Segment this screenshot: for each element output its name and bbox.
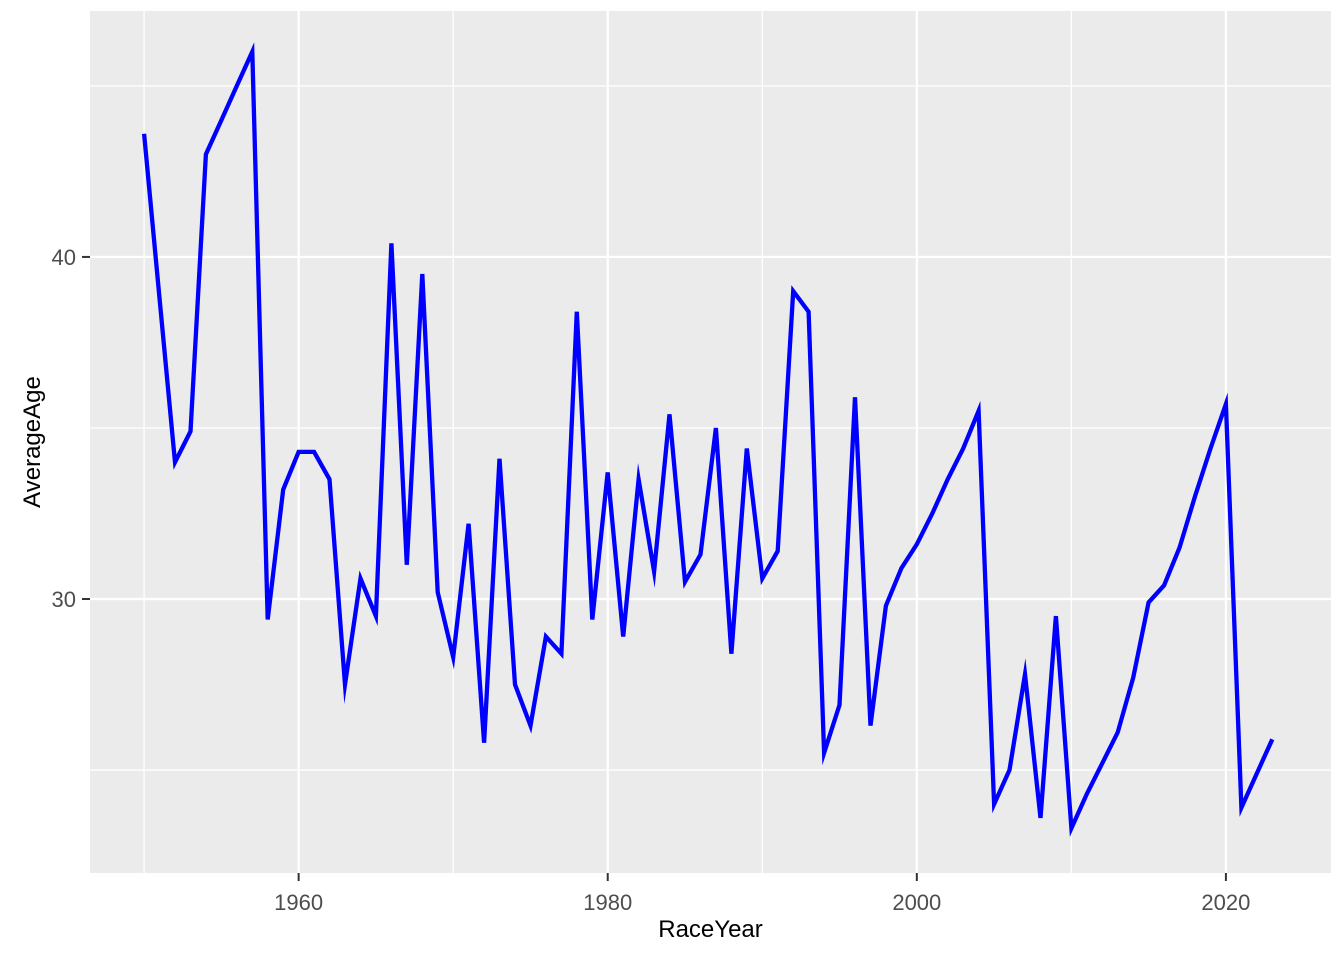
x-tick-label: 1960 <box>274 890 323 915</box>
y-tick-label: 40 <box>52 245 76 270</box>
x-tick-label: 1980 <box>583 890 632 915</box>
data-line-averageage <box>141 42 1275 837</box>
x-axis-title: RaceYear <box>658 916 763 943</box>
x-tick-label: 2020 <box>1201 890 1250 915</box>
y-axis-title: AverageAge <box>19 376 47 508</box>
x-tick-label: 2000 <box>892 890 941 915</box>
y-axis-title-container: AverageAge <box>18 0 48 884</box>
plot-panel-background <box>90 11 1331 873</box>
y-tick-label: 30 <box>52 587 76 612</box>
